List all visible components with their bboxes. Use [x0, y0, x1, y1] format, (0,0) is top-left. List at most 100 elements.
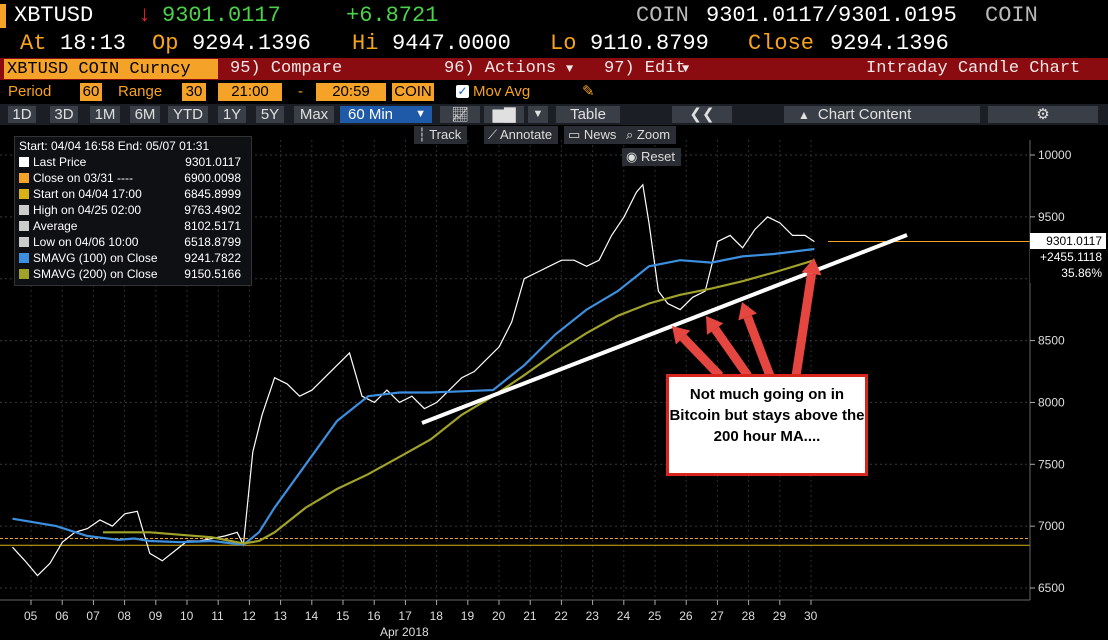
x-tick-label: 14 — [305, 609, 319, 623]
trend-line — [421, 233, 908, 425]
zoom-button[interactable]: ⌕ Zoom — [622, 126, 677, 144]
x-tick-label: 28 — [742, 609, 756, 623]
x-tick-label: 20 — [492, 609, 506, 623]
interval-dropdown[interactable]: 60 Min ▼ — [340, 106, 432, 123]
mov-avg-checkbox[interactable]: ✓ — [456, 84, 469, 98]
legend-row: Start on 04/04 17:00 6845.8999 — [19, 187, 249, 202]
range-5y-button[interactable]: 5Y — [256, 106, 284, 123]
net-change: +6.8721 — [346, 3, 439, 28]
y-tick-label: 8500 — [1038, 334, 1065, 348]
bar-chart-icon[interactable]: ▆▇ — [484, 106, 524, 123]
annotation-arrows — [672, 258, 822, 380]
chart-content-button[interactable]: ▲ Chart Content — [784, 106, 980, 123]
x-tick-label: 19 — [461, 609, 475, 623]
menu-bar: XBTUSD COIN Curncy 95) Compare 96) Actio… — [0, 58, 1108, 80]
chart-series — [12, 183, 815, 577]
y-tick-label: 7500 — [1038, 457, 1065, 471]
range-max-button[interactable]: Max — [294, 106, 334, 123]
legend-row: High on 04/25 02:00 9763.4902 — [19, 203, 249, 218]
range-1m-button[interactable]: 1M — [90, 106, 120, 123]
end-time-field[interactable]: 20:59 — [316, 83, 386, 101]
y-tick-label: 7000 — [1038, 519, 1065, 533]
at-label: At — [20, 31, 47, 56]
annotate-button[interactable]: ⟋ Annotate — [484, 126, 559, 144]
chart-type-title: Intraday Candle Chart — [866, 59, 1081, 78]
security-ticker[interactable]: XBTUSD COIN Curncy — [4, 59, 218, 79]
legend-label: Last Price — [33, 155, 87, 169]
series-line — [12, 183, 815, 577]
annotation-arrowhead — [672, 326, 691, 345]
x-tick-label: 16 — [367, 609, 381, 623]
bid-ask: 9301.0117/9301.0195 — [706, 3, 957, 28]
chart-type-dropdown-icon[interactable]: ▼ — [528, 106, 548, 123]
pencil-icon[interactable]: ✎ — [582, 83, 595, 100]
news-button[interactable]: ▭ News — [564, 126, 623, 144]
collapse-left-icon[interactable]: ❮❮ — [672, 106, 732, 123]
series-line — [103, 259, 815, 545]
x-tick-label: 07 — [86, 609, 100, 623]
legend-header: Start: 04/04 16:58 End: 05/07 01:31 — [19, 139, 210, 153]
reference-lines — [0, 240, 1030, 546]
period-field[interactable]: 60 — [80, 83, 102, 101]
compare-menu[interactable]: 95) Compare — [230, 59, 343, 78]
range-field[interactable]: 30 — [182, 83, 206, 101]
track-button[interactable]: ┆ Track — [414, 126, 468, 144]
x-tick-label: 22 — [554, 609, 568, 623]
actions-menu[interactable]: 96) Actions — [444, 59, 557, 78]
quote-symbol: XBTUSD — [14, 3, 94, 28]
legend-value: 9301.0117 — [185, 155, 241, 169]
actions-dropdown-icon[interactable]: ▼ — [566, 62, 574, 76]
range-6m-button[interactable]: 6M — [130, 106, 160, 123]
legend-swatch — [19, 253, 29, 263]
range-1d-button[interactable]: 1D — [8, 106, 36, 123]
line-chart-icon[interactable]: 📈︎ — [440, 106, 480, 123]
legend-label: Start on 04/04 17:00 — [33, 187, 142, 201]
x-tick-label: 11 — [211, 609, 224, 623]
source-field[interactable]: COIN — [392, 83, 434, 101]
triangle-icon: ▲ — [798, 108, 810, 122]
range-3d-button[interactable]: 3D — [50, 106, 78, 123]
start-time-field[interactable]: 21:00 — [218, 83, 282, 101]
price-chart[interactable]: 650070007500800085009000950010000 050607… — [0, 126, 1108, 640]
annotation-arrowhead — [706, 316, 724, 335]
range-ytd-button[interactable]: YTD — [168, 106, 208, 123]
legend-swatch — [19, 237, 29, 247]
x-tick-label: 27 — [710, 609, 724, 623]
x-tick-label: 30 — [804, 609, 818, 623]
reset-icon: ◉ — [626, 149, 641, 164]
legend-row: Last Price 9301.0117 — [19, 155, 249, 170]
legend-label: Average — [33, 219, 78, 233]
gear-icon[interactable]: ⚙ — [988, 106, 1098, 123]
annotate-label: Annotate — [500, 127, 553, 142]
legend-row: Average 8102.5171 — [19, 219, 249, 234]
range-1y-button[interactable]: 1Y — [218, 106, 246, 123]
last-price: 9301.0117 — [162, 3, 281, 28]
x-tick-label: 06 — [55, 609, 69, 623]
legend-value: 8102.5171 — [184, 219, 241, 233]
legend-label: SMAVG (100) on Close — [33, 251, 158, 265]
y-tick-label: 10000 — [1038, 148, 1072, 162]
range-toolbar: 1D 3D 1M 6M YTD 1Y 5Y Max 60 Min ▼ 📈︎ ▆▇… — [0, 104, 1108, 125]
legend-value: 9763.4902 — [184, 203, 241, 217]
reset-label: Reset — [640, 149, 675, 164]
table-button[interactable]: Table — [556, 106, 620, 123]
low-label: Lo — [550, 31, 577, 56]
legend-value: 6518.8799 — [184, 235, 241, 249]
annotate-icon: ⟋ — [488, 127, 500, 142]
reset-button[interactable]: ◉ Reset — [622, 148, 681, 166]
series-line — [12, 247, 815, 546]
x-tick-label: 29 — [773, 609, 787, 623]
edit-dropdown-icon[interactable]: ▼ — [682, 62, 690, 76]
edit-menu[interactable]: 97) Edit — [604, 59, 686, 78]
high-label: Hi — [352, 31, 379, 56]
legend-label: SMAVG (200) on Close — [33, 267, 158, 281]
period-label: Period — [8, 83, 52, 100]
settings-bar: Period 60 Range 30 21:00 - 20:59 COIN ✓ … — [0, 82, 1108, 102]
x-tick-label: 05 — [24, 609, 38, 623]
at-value: 18:13 — [60, 31, 127, 56]
annotation-arrow — [711, 326, 752, 379]
annotation-arrow — [679, 334, 724, 380]
news-label: News — [583, 127, 617, 142]
legend-swatch — [19, 189, 29, 199]
time-dash: - — [298, 83, 303, 100]
